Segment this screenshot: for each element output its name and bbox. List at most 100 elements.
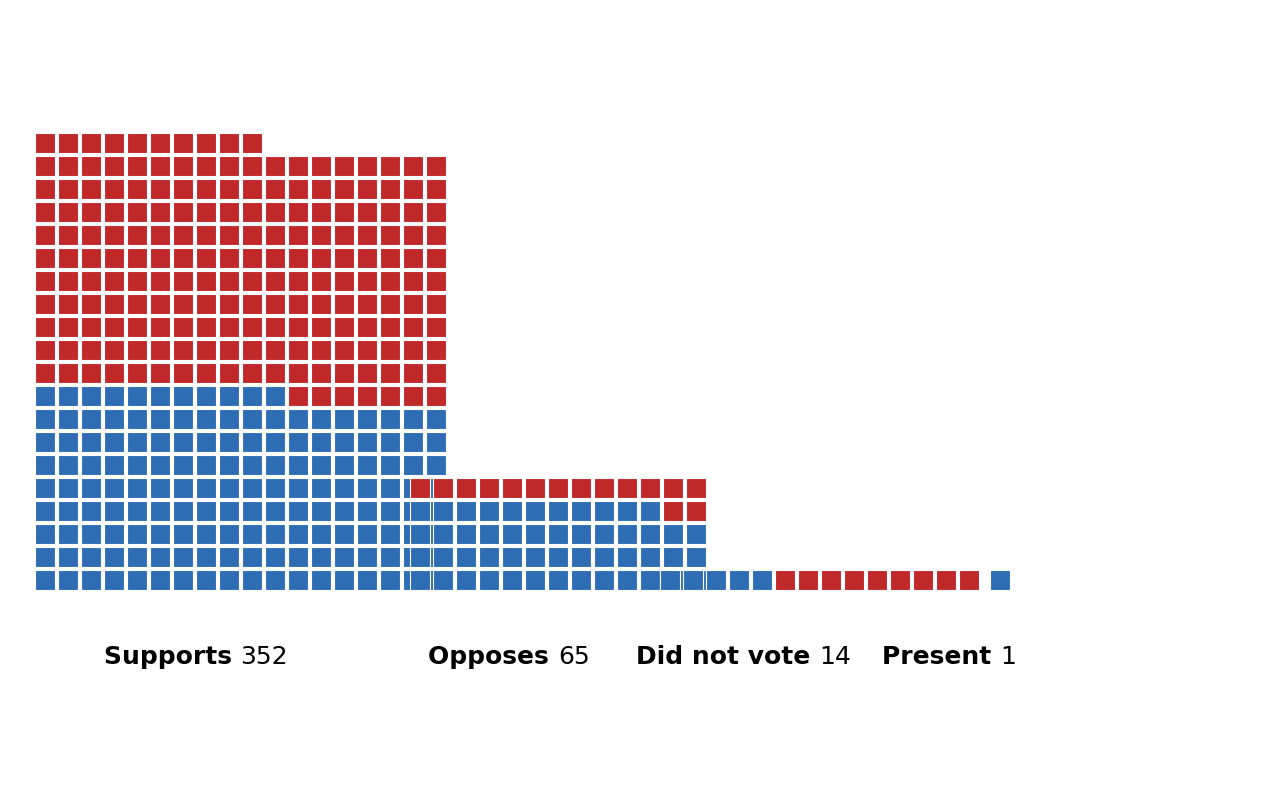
Bar — [104, 340, 124, 360]
Bar — [684, 570, 703, 590]
Bar — [265, 570, 285, 590]
Bar — [58, 271, 78, 291]
Bar — [686, 570, 707, 590]
Bar — [617, 501, 637, 521]
Bar — [58, 179, 78, 199]
Bar — [311, 547, 332, 567]
Bar — [686, 524, 707, 544]
Bar — [150, 455, 170, 475]
Bar — [265, 317, 285, 337]
Bar — [219, 156, 239, 176]
Bar — [311, 248, 332, 268]
Bar — [288, 501, 308, 521]
Bar — [311, 432, 332, 452]
Bar — [242, 271, 262, 291]
Bar — [380, 202, 399, 222]
Bar — [242, 501, 262, 521]
Bar — [663, 524, 684, 544]
Bar — [196, 179, 216, 199]
Bar — [173, 501, 193, 521]
Bar — [242, 202, 262, 222]
Bar — [219, 363, 239, 383]
Bar — [594, 478, 614, 498]
Bar — [357, 363, 378, 383]
Bar — [265, 248, 285, 268]
Bar — [403, 432, 422, 452]
Bar — [844, 570, 864, 590]
Bar — [357, 294, 378, 314]
Bar — [571, 524, 591, 544]
Bar — [173, 271, 193, 291]
Bar — [58, 478, 78, 498]
Bar — [456, 547, 476, 567]
Bar — [311, 409, 332, 429]
Bar — [334, 547, 355, 567]
Bar — [426, 409, 445, 429]
Bar — [173, 179, 193, 199]
Bar — [81, 524, 101, 544]
Bar — [81, 340, 101, 360]
Bar — [334, 271, 355, 291]
Bar — [334, 432, 355, 452]
Bar — [150, 386, 170, 406]
Bar — [35, 478, 55, 498]
Bar — [58, 501, 78, 521]
Bar — [311, 294, 332, 314]
Bar — [426, 156, 445, 176]
Bar — [686, 478, 707, 498]
Bar — [150, 317, 170, 337]
Bar — [127, 409, 147, 429]
Bar — [640, 570, 660, 590]
Bar — [173, 317, 193, 337]
Bar — [357, 386, 378, 406]
Bar — [35, 271, 55, 291]
Bar — [265, 478, 285, 498]
Bar — [35, 294, 55, 314]
Bar — [196, 386, 216, 406]
Bar — [288, 432, 308, 452]
Bar — [502, 547, 522, 567]
Bar — [196, 271, 216, 291]
Bar — [196, 317, 216, 337]
Bar — [357, 225, 378, 245]
Bar — [426, 478, 445, 498]
Bar — [81, 363, 101, 383]
Bar — [433, 478, 453, 498]
Bar — [81, 409, 101, 429]
Bar — [357, 455, 378, 475]
Bar — [150, 225, 170, 245]
Bar — [127, 340, 147, 360]
Bar — [640, 547, 660, 567]
Bar — [594, 501, 614, 521]
Bar — [219, 478, 239, 498]
Bar — [104, 294, 124, 314]
Bar — [357, 271, 378, 291]
Bar — [288, 202, 308, 222]
Bar — [571, 570, 591, 590]
Bar — [311, 478, 332, 498]
Bar — [936, 570, 956, 590]
Bar — [242, 317, 262, 337]
Bar — [410, 547, 430, 567]
Bar — [311, 156, 332, 176]
Bar — [196, 294, 216, 314]
Bar — [81, 386, 101, 406]
Bar — [403, 225, 422, 245]
Bar — [334, 386, 355, 406]
Bar — [640, 524, 660, 544]
Bar — [265, 386, 285, 406]
Bar — [525, 547, 545, 567]
Bar — [150, 156, 170, 176]
Bar — [288, 248, 308, 268]
Bar — [242, 524, 262, 544]
Bar — [617, 570, 637, 590]
Bar — [334, 340, 355, 360]
Bar — [479, 570, 499, 590]
Bar — [104, 432, 124, 452]
Bar — [150, 294, 170, 314]
Bar — [81, 156, 101, 176]
Bar — [104, 202, 124, 222]
Bar — [502, 478, 522, 498]
Bar — [989, 570, 1010, 590]
Bar — [311, 340, 332, 360]
